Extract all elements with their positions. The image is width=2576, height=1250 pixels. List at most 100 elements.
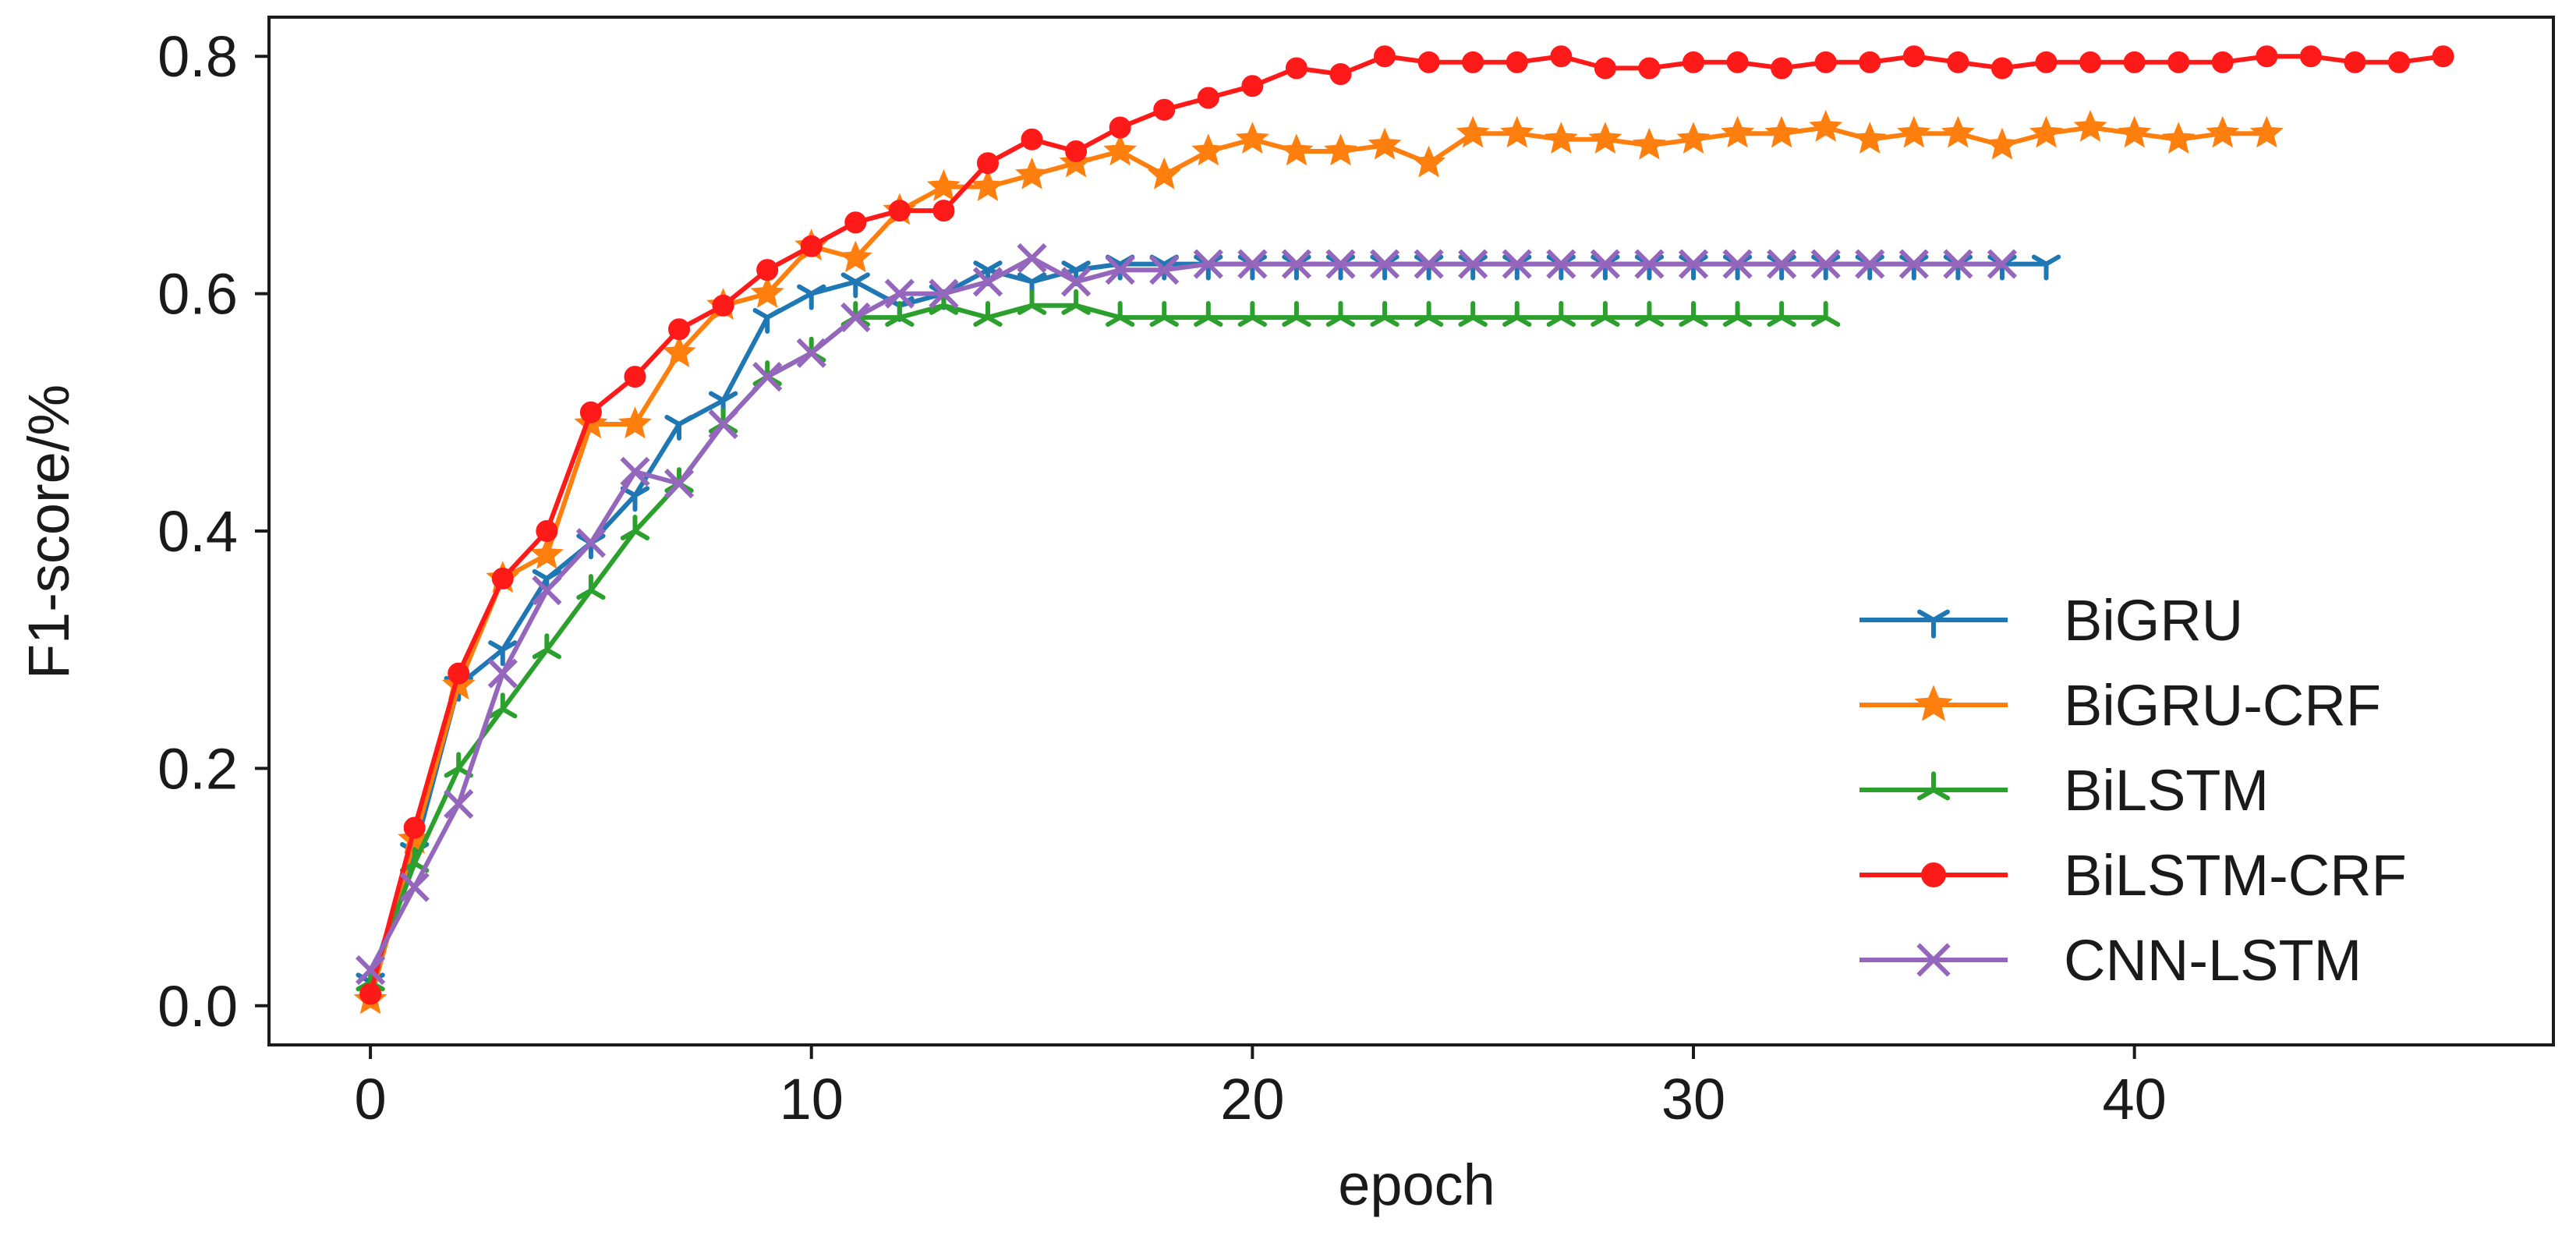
data-point-bigru: [2031, 254, 2061, 281]
data-point-bigru-crf: [1897, 115, 1931, 148]
data-point-bilstm-crf: [2035, 51, 2058, 73]
data-point-cnn-lstm: [1458, 249, 1488, 279]
legend-marker-bigru: [1916, 609, 1951, 639]
y-axis-label: F1-score/%: [16, 384, 81, 679]
legend-label-bilstm-crf: BiLSTM-CRF: [2064, 843, 2407, 908]
data-point-bilstm-crf: [1550, 45, 1573, 68]
y-tick-label: 0.6: [157, 262, 238, 327]
data-point-bigru: [797, 284, 826, 310]
data-point-bilstm: [532, 633, 562, 660]
data-point-cnn-lstm: [708, 409, 738, 440]
data-point-bilstm: [1679, 301, 1708, 328]
data-point-bilstm: [1502, 301, 1532, 328]
data-point-bigru-crf: [2073, 109, 2107, 142]
data-point-cnn-lstm: [1855, 249, 1885, 279]
data-point-bilstm-crf: [2344, 51, 2366, 73]
data-point-bigru-crf: [618, 406, 652, 439]
data-point-bilstm-crf: [1859, 51, 1881, 73]
data-point-cnn-lstm: [1369, 249, 1400, 279]
series-bigru: [356, 254, 2061, 999]
data-point-bilstm: [1194, 301, 1223, 328]
data-point-cnn-lstm: [663, 469, 695, 499]
data-point-bilstm-crf: [1683, 51, 1705, 73]
series-cnn-lstm: [355, 243, 2018, 986]
data-point-cnn-lstm: [1678, 249, 1709, 279]
data-point-bigru-crf: [1676, 122, 1711, 154]
data-point-bilstm-crf: [2299, 45, 2322, 68]
data-point-bilstm: [620, 515, 650, 540]
data-point-bilstm-crf: [844, 211, 867, 234]
data-point-cnn-lstm: [399, 872, 430, 902]
data-point-bilstm-crf: [1726, 51, 1749, 73]
data-point-bilstm: [1458, 301, 1488, 328]
data-point-bilstm-crf: [1902, 45, 1925, 68]
data-point-cnn-lstm: [1898, 249, 1929, 279]
data-point-bigru-crf: [529, 536, 564, 569]
data-point-cnn-lstm: [1767, 249, 1797, 279]
data-point-bilstm-crf: [1109, 116, 1131, 139]
data-point-bilstm: [1282, 301, 1311, 328]
data-point-cnn-lstm: [972, 267, 1003, 297]
data-point-bilstm-crf: [1374, 45, 1396, 68]
data-point-cnn-lstm: [1237, 249, 1268, 279]
data-point-bigru-crf: [1368, 127, 1402, 160]
data-point-cnn-lstm: [796, 338, 826, 368]
data-point-bilstm: [1017, 289, 1047, 315]
legend-marker-bigru-crf: [1914, 685, 1953, 721]
data-point-bigru: [840, 272, 870, 299]
data-point-bilstm-crf: [1462, 51, 1484, 73]
data-point-bilstm: [1325, 301, 1356, 328]
legend: BiGRU BiGRU-CRF BiLSTM BiLSTM-CRF CNN-LSTM: [1817, 577, 2503, 1006]
data-point-bilstm-crf: [624, 366, 646, 388]
data-point-bigru-crf: [1985, 127, 2019, 160]
axis-layer: epoch F1-score/% 0 10 20 30 40 0.0 0.2 0.4 0.6 0.…: [16, 24, 2167, 1217]
data-point-bilstm: [1811, 301, 1841, 328]
data-point-bilstm: [885, 301, 915, 328]
data-point-bilstm-crf: [2211, 51, 2234, 73]
data-point-bilstm-crf: [1771, 57, 1793, 80]
data-point-cnn-lstm: [620, 456, 650, 487]
legend-entry-bilstm: BiLSTM: [1859, 758, 2269, 823]
data-point-cnn-lstm: [487, 658, 518, 689]
data-point-bilstm-crf: [668, 318, 691, 341]
data-point-bilstm-crf: [1329, 63, 1352, 86]
data-point-bilstm-crf: [1417, 51, 1440, 73]
data-point-bilstm: [973, 301, 1003, 328]
data-point-bigru-crf: [750, 276, 784, 308]
data-point-bilstm-crf: [491, 567, 514, 590]
data-point-bigru-crf: [2029, 115, 2063, 148]
data-point-bilstm-crf: [2256, 45, 2278, 68]
data-point-bigru-crf: [838, 240, 872, 273]
x-tick-label: 10: [780, 1067, 844, 1131]
data-point-bilstm: [1591, 301, 1620, 328]
data-point-bigru-crf: [1147, 157, 1181, 189]
data-point-bilstm-crf: [2388, 51, 2411, 73]
x-axis-label: epoch: [1338, 1153, 1495, 1217]
data-point-cnn-lstm: [444, 788, 474, 820]
data-point-bigru-crf: [1015, 157, 1049, 189]
data-point-bigru-crf: [926, 168, 961, 201]
data-point-cnn-lstm: [1281, 249, 1312, 279]
legend-label-bigru-crf: BiGRU-CRF: [2064, 673, 2381, 738]
data-point-cnn-lstm: [1590, 249, 1621, 279]
data-point-bigru-crf: [2206, 115, 2240, 148]
data-point-bilstm-crf: [1990, 57, 2013, 80]
data-point-cnn-lstm: [929, 278, 959, 309]
data-point-bilstm-crf: [1021, 128, 1043, 150]
x-tick-label: 0: [355, 1067, 387, 1131]
legend-entry-bigru: BiGRU: [1859, 588, 2243, 653]
data-point-bilstm-crf: [1814, 51, 1837, 73]
data-point-bigru-crf: [1852, 122, 1887, 154]
data-point-bilstm: [576, 574, 606, 600]
data-point-bigru-crf: [1191, 133, 1226, 166]
legend-marker-cnn-lstm: [1916, 943, 1951, 977]
data-point-bilstm: [1106, 301, 1135, 328]
data-point-bilstm-crf: [2123, 51, 2146, 73]
data-point-bilstm: [1722, 301, 1753, 328]
legend-label-cnn-lstm: CNN-LSTM: [2064, 928, 2362, 993]
data-point-bilstm-crf: [1285, 57, 1307, 80]
data-point-bilstm-crf: [932, 200, 955, 222]
data-point-bigru-crf: [1500, 115, 1534, 148]
data-point-bilstm-crf: [1506, 51, 1528, 73]
